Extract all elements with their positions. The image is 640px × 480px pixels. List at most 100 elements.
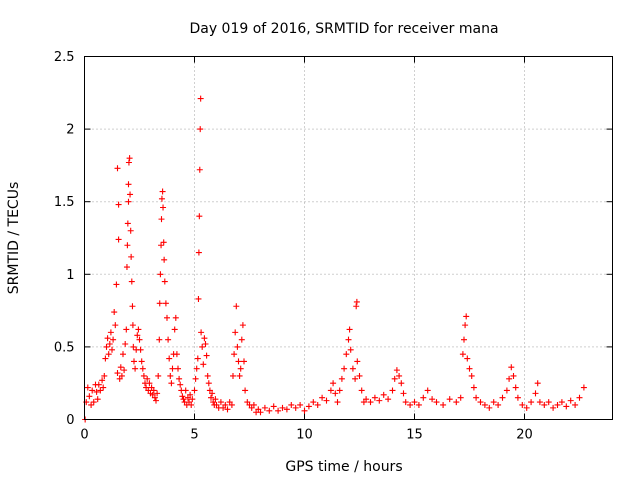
x-tick-label: 0 <box>80 428 88 443</box>
data-point <box>407 401 414 408</box>
data-point <box>261 404 268 411</box>
data-point <box>563 403 570 410</box>
data-point <box>137 346 144 353</box>
tick-labels: 0 5 10 15 20 0 0.5 1 1.5 2 2.5 <box>54 50 533 443</box>
data-point <box>424 387 431 394</box>
data-point <box>97 387 104 394</box>
data-point <box>236 372 243 379</box>
data-point <box>123 264 130 271</box>
data-point <box>107 329 114 336</box>
data-point <box>327 387 334 394</box>
data-point <box>101 372 108 379</box>
data-point <box>356 372 363 379</box>
data-point <box>429 396 436 403</box>
data-point <box>131 358 137 365</box>
data-point <box>135 326 142 333</box>
data-point <box>477 399 484 406</box>
data-point <box>124 220 131 227</box>
axis-ticks <box>84 56 613 420</box>
data-point <box>140 372 147 379</box>
data-point <box>461 336 467 343</box>
data-point <box>334 399 341 406</box>
data-point <box>89 387 96 394</box>
data-point <box>523 404 530 411</box>
data-point <box>481 401 488 408</box>
data-point <box>301 407 308 414</box>
x-tick-label: 20 <box>516 428 533 443</box>
data-point <box>224 406 231 413</box>
data-point <box>534 380 541 387</box>
data-point <box>93 388 100 395</box>
data-point <box>158 195 165 202</box>
data-point <box>354 358 361 365</box>
data-point <box>503 387 510 394</box>
data-point <box>196 213 203 220</box>
data-point <box>200 361 207 368</box>
data-point <box>165 336 172 343</box>
data-point <box>90 399 97 406</box>
data-point <box>157 271 164 278</box>
data-point <box>125 159 132 166</box>
data-point <box>499 394 506 401</box>
data-point <box>100 384 107 391</box>
data-point <box>109 346 115 353</box>
data-point <box>512 384 519 391</box>
data-point <box>167 372 174 379</box>
data-point <box>353 303 360 310</box>
data-point <box>138 358 145 365</box>
data-point <box>125 198 132 205</box>
data-point <box>536 399 543 406</box>
data-point <box>129 303 136 310</box>
data-point <box>176 375 183 382</box>
data-point <box>168 380 175 387</box>
y-tick-label: 1.5 <box>54 195 75 210</box>
data-point <box>510 372 517 379</box>
data-point <box>347 346 354 353</box>
data-point <box>132 365 139 372</box>
data-point <box>121 367 128 374</box>
data-point <box>310 399 317 406</box>
data-point <box>202 340 209 347</box>
data-point <box>94 396 101 403</box>
data-point <box>341 365 348 372</box>
data-point <box>103 343 110 350</box>
data-point <box>558 399 565 406</box>
data-point <box>161 278 168 285</box>
data-point <box>139 365 146 372</box>
data-point <box>146 380 153 387</box>
data-point <box>161 256 168 263</box>
data-point <box>519 401 526 408</box>
data-point <box>95 381 102 388</box>
data-point <box>228 401 235 408</box>
data-point <box>457 394 464 401</box>
data-point <box>166 355 173 362</box>
data-point <box>232 329 239 336</box>
data-point <box>127 191 134 198</box>
data-point <box>353 298 360 305</box>
data-point <box>172 314 179 321</box>
data-point <box>576 394 583 401</box>
data-point <box>150 387 157 394</box>
data-point <box>191 387 198 394</box>
data-point <box>237 365 244 372</box>
data-point <box>117 364 124 371</box>
data-point <box>114 370 121 377</box>
data-point <box>88 401 95 408</box>
data-point <box>112 322 119 329</box>
data-point <box>330 380 337 387</box>
data-point <box>162 300 169 307</box>
data-point <box>182 387 189 394</box>
data-point <box>323 397 330 404</box>
data-point <box>156 300 163 307</box>
data-point <box>234 343 241 350</box>
y-tick-label: 0.5 <box>54 340 75 355</box>
data-point <box>415 401 422 408</box>
data-point <box>266 407 273 414</box>
data-point <box>222 401 229 408</box>
data-point <box>411 399 418 406</box>
data-point <box>466 365 473 372</box>
data-point <box>567 397 574 404</box>
data-point <box>120 351 126 358</box>
data-point <box>385 396 392 403</box>
data-point <box>343 351 350 358</box>
